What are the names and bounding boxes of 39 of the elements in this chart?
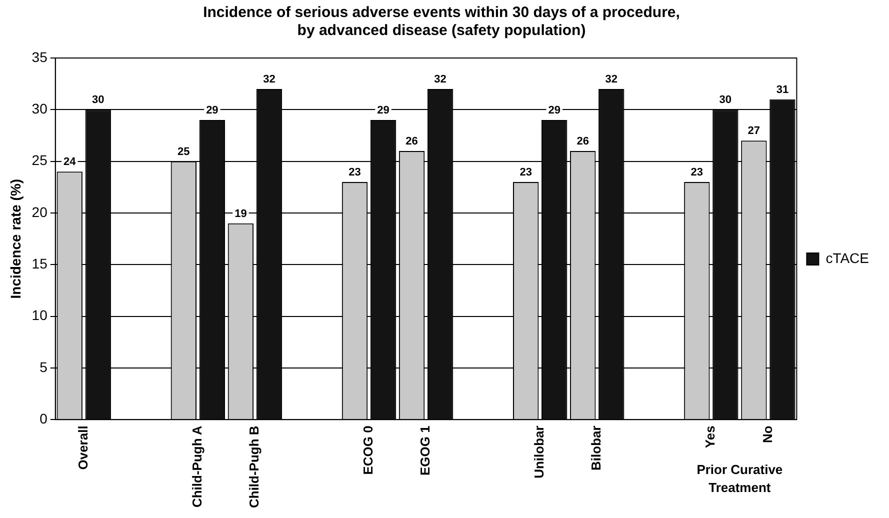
- data-label: 26: [406, 136, 418, 148]
- x-tick-label: Child-Pugh B: [246, 426, 262, 508]
- data-label: 30: [92, 94, 104, 106]
- data-label: 19: [234, 208, 247, 220]
- y-tick-label: 5: [40, 358, 48, 375]
- data-label: 29: [206, 104, 218, 117]
- data-label: 31: [776, 84, 789, 96]
- data-label: 29: [377, 104, 390, 117]
- x-tick-label: Yes: [702, 426, 718, 448]
- y-axis-title: Incidence rate (%): [7, 178, 24, 299]
- x-tick-label: Bilobar: [588, 426, 604, 470]
- x-tick-label: Overall: [75, 426, 90, 470]
- data-label: 25: [178, 146, 190, 158]
- data-label: 29: [548, 104, 560, 117]
- data-label: 30: [719, 94, 732, 106]
- x-tick-label: No: [760, 426, 775, 444]
- data-label: 32: [434, 74, 446, 86]
- text: Prior Curative Treatment: [696, 462, 783, 495]
- y-tick-label: 0: [40, 410, 48, 427]
- data-label: 26: [576, 136, 589, 148]
- y-tick-label: 30: [32, 100, 48, 117]
- x-tick-label: Unilobar: [532, 426, 547, 478]
- data-label: 23: [348, 166, 361, 179]
- chart-title: Incidence of serious adverse events within 30 days of a procedure, by advanced disease (safety population): [203, 4, 680, 40]
- data-label: 24: [64, 156, 77, 168]
- data-label: 27: [748, 125, 760, 138]
- y-tick-label: 20: [32, 204, 48, 220]
- data-label: 32: [263, 74, 276, 86]
- legend-label: cTACE: [826, 250, 870, 266]
- data-label: 32: [605, 74, 618, 86]
- y-tick-label: 10: [32, 307, 48, 324]
- y-tick-label: 15: [32, 256, 48, 272]
- y-tick-label: 35: [32, 48, 48, 65]
- data-label: 23: [520, 166, 532, 179]
- x-tick-label: ECOG 0: [360, 426, 376, 475]
- x-tick-label: Child-Pugh A: [190, 425, 205, 508]
- y-tick-label: 25: [32, 152, 48, 168]
- data-label: 23: [690, 166, 704, 179]
- x-tick-label: EGOG 1: [418, 426, 433, 476]
